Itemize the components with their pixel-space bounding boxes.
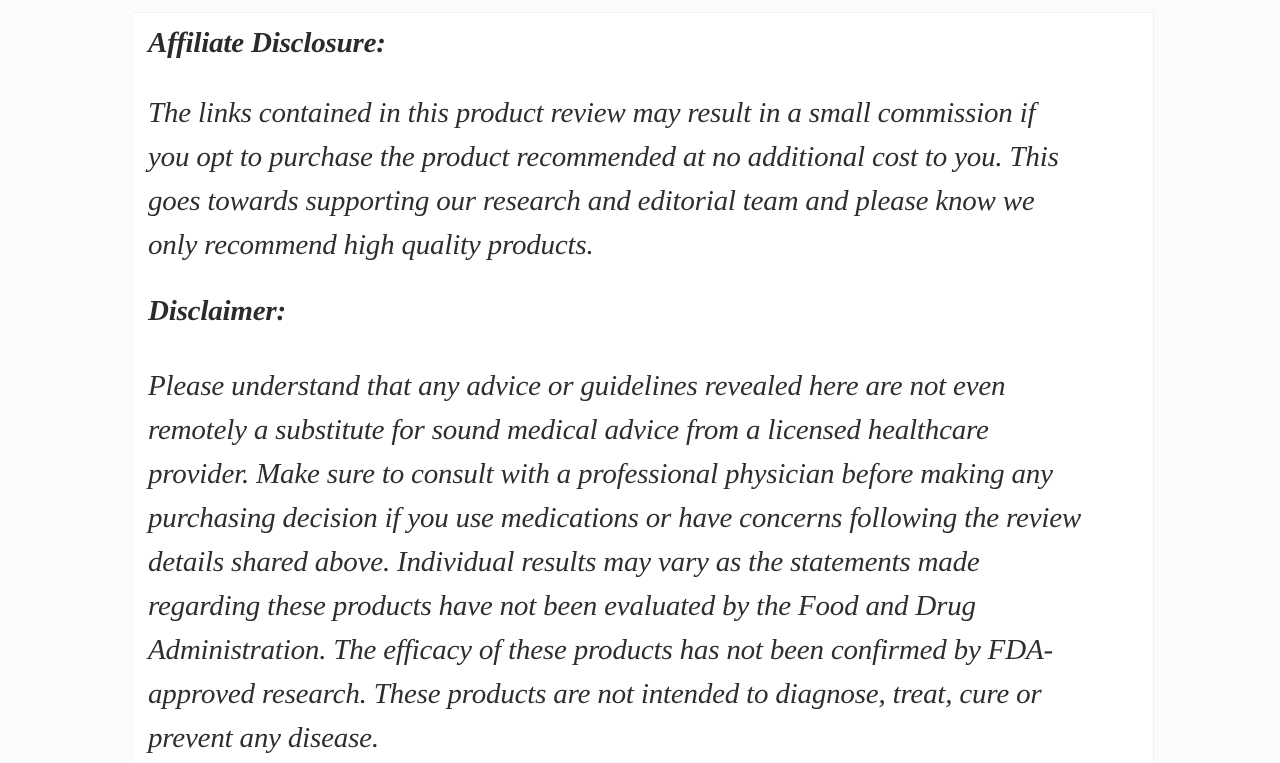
text-line: Administration. The efficacy of these pr… <box>148 634 1053 666</box>
text-line: you opt to purchase the product recommen… <box>148 141 1059 173</box>
text-line: remotely a substitute for sound medical … <box>148 414 989 446</box>
text-line: regarding these products have not been e… <box>148 590 976 622</box>
text-line: purchasing decision if you use medicatio… <box>148 502 1082 534</box>
affiliate-disclosure-paragraph: The links contained in this product revi… <box>148 91 1153 267</box>
text-line: prevent any disease. <box>148 722 379 754</box>
text-line: details shared above. Individual results… <box>148 546 980 578</box>
affiliate-disclosure-heading: Affiliate Disclosure: <box>148 27 386 59</box>
disclaimer-paragraph: Please understand that any advice or gui… <box>148 364 1153 760</box>
text-line: approved research. These products are no… <box>148 678 1042 710</box>
disclaimer-heading: Disclaimer: <box>148 295 286 327</box>
text-line: provider. Make sure to consult with a pr… <box>148 458 1053 490</box>
text-line: Please understand that any advice or gui… <box>148 370 1006 402</box>
text-line: only recommend high quality products. <box>148 229 594 261</box>
disclosure-card: Affiliate Disclosure: The links containe… <box>133 12 1154 763</box>
text-line: goes towards supporting our research and… <box>148 185 1035 217</box>
text-line: The links contained in this product revi… <box>148 97 1036 129</box>
